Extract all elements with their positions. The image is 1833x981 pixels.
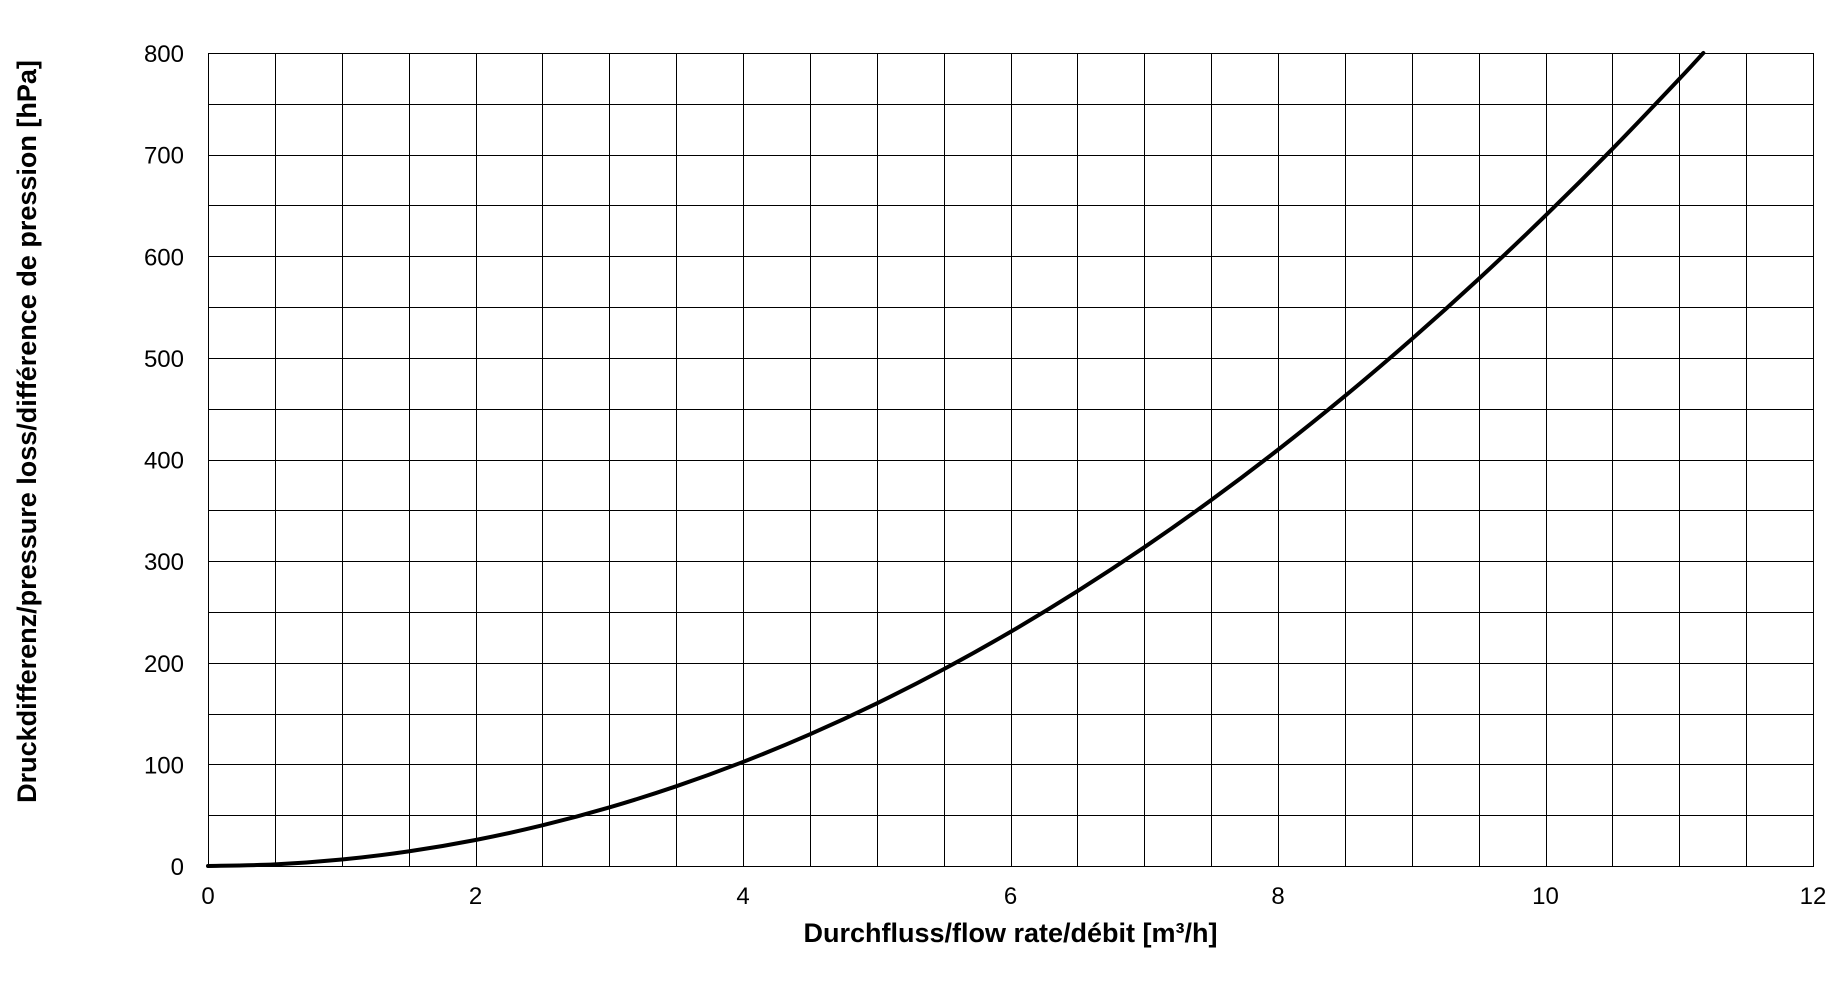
y-axis-title: Druckdifferenz/pressure loss/différence … (12, 60, 42, 803)
x-tick-label: 10 (1532, 883, 1559, 910)
grid-lines (208, 53, 1814, 867)
y-tick-label: 500 (144, 346, 184, 373)
x-tick-label: 8 (1271, 883, 1284, 910)
x-axis-ticks: 0 2 4 6 8 10 12 (201, 883, 1826, 910)
y-tick-label: 800 (144, 41, 184, 68)
y-tick-label: 0 (171, 854, 184, 881)
y-tick-label: 300 (144, 549, 184, 576)
y-tick-label: 700 (144, 143, 184, 170)
plot-area-frame (207, 52, 1815, 868)
x-tick-label: 0 (201, 883, 214, 910)
x-tick-label: 6 (1004, 883, 1017, 910)
series-layer (206, 51, 1706, 868)
y-tick-label: 200 (144, 651, 184, 678)
y-axis-ticks: 0 100 200 300 400 500 600 700 800 (144, 41, 184, 881)
y-tick-label: 100 (144, 752, 184, 779)
x-axis-title: Durchfluss/flow rate/débit [m³/h] (803, 918, 1217, 948)
x-tick-label: 12 (1800, 883, 1827, 910)
x-tick-label: 2 (469, 883, 482, 910)
x-tick-label: 4 (736, 883, 749, 910)
y-tick-label: 600 (144, 244, 184, 271)
y-tick-label: 400 (144, 448, 184, 475)
pressure-loss-curve (206, 51, 1706, 868)
